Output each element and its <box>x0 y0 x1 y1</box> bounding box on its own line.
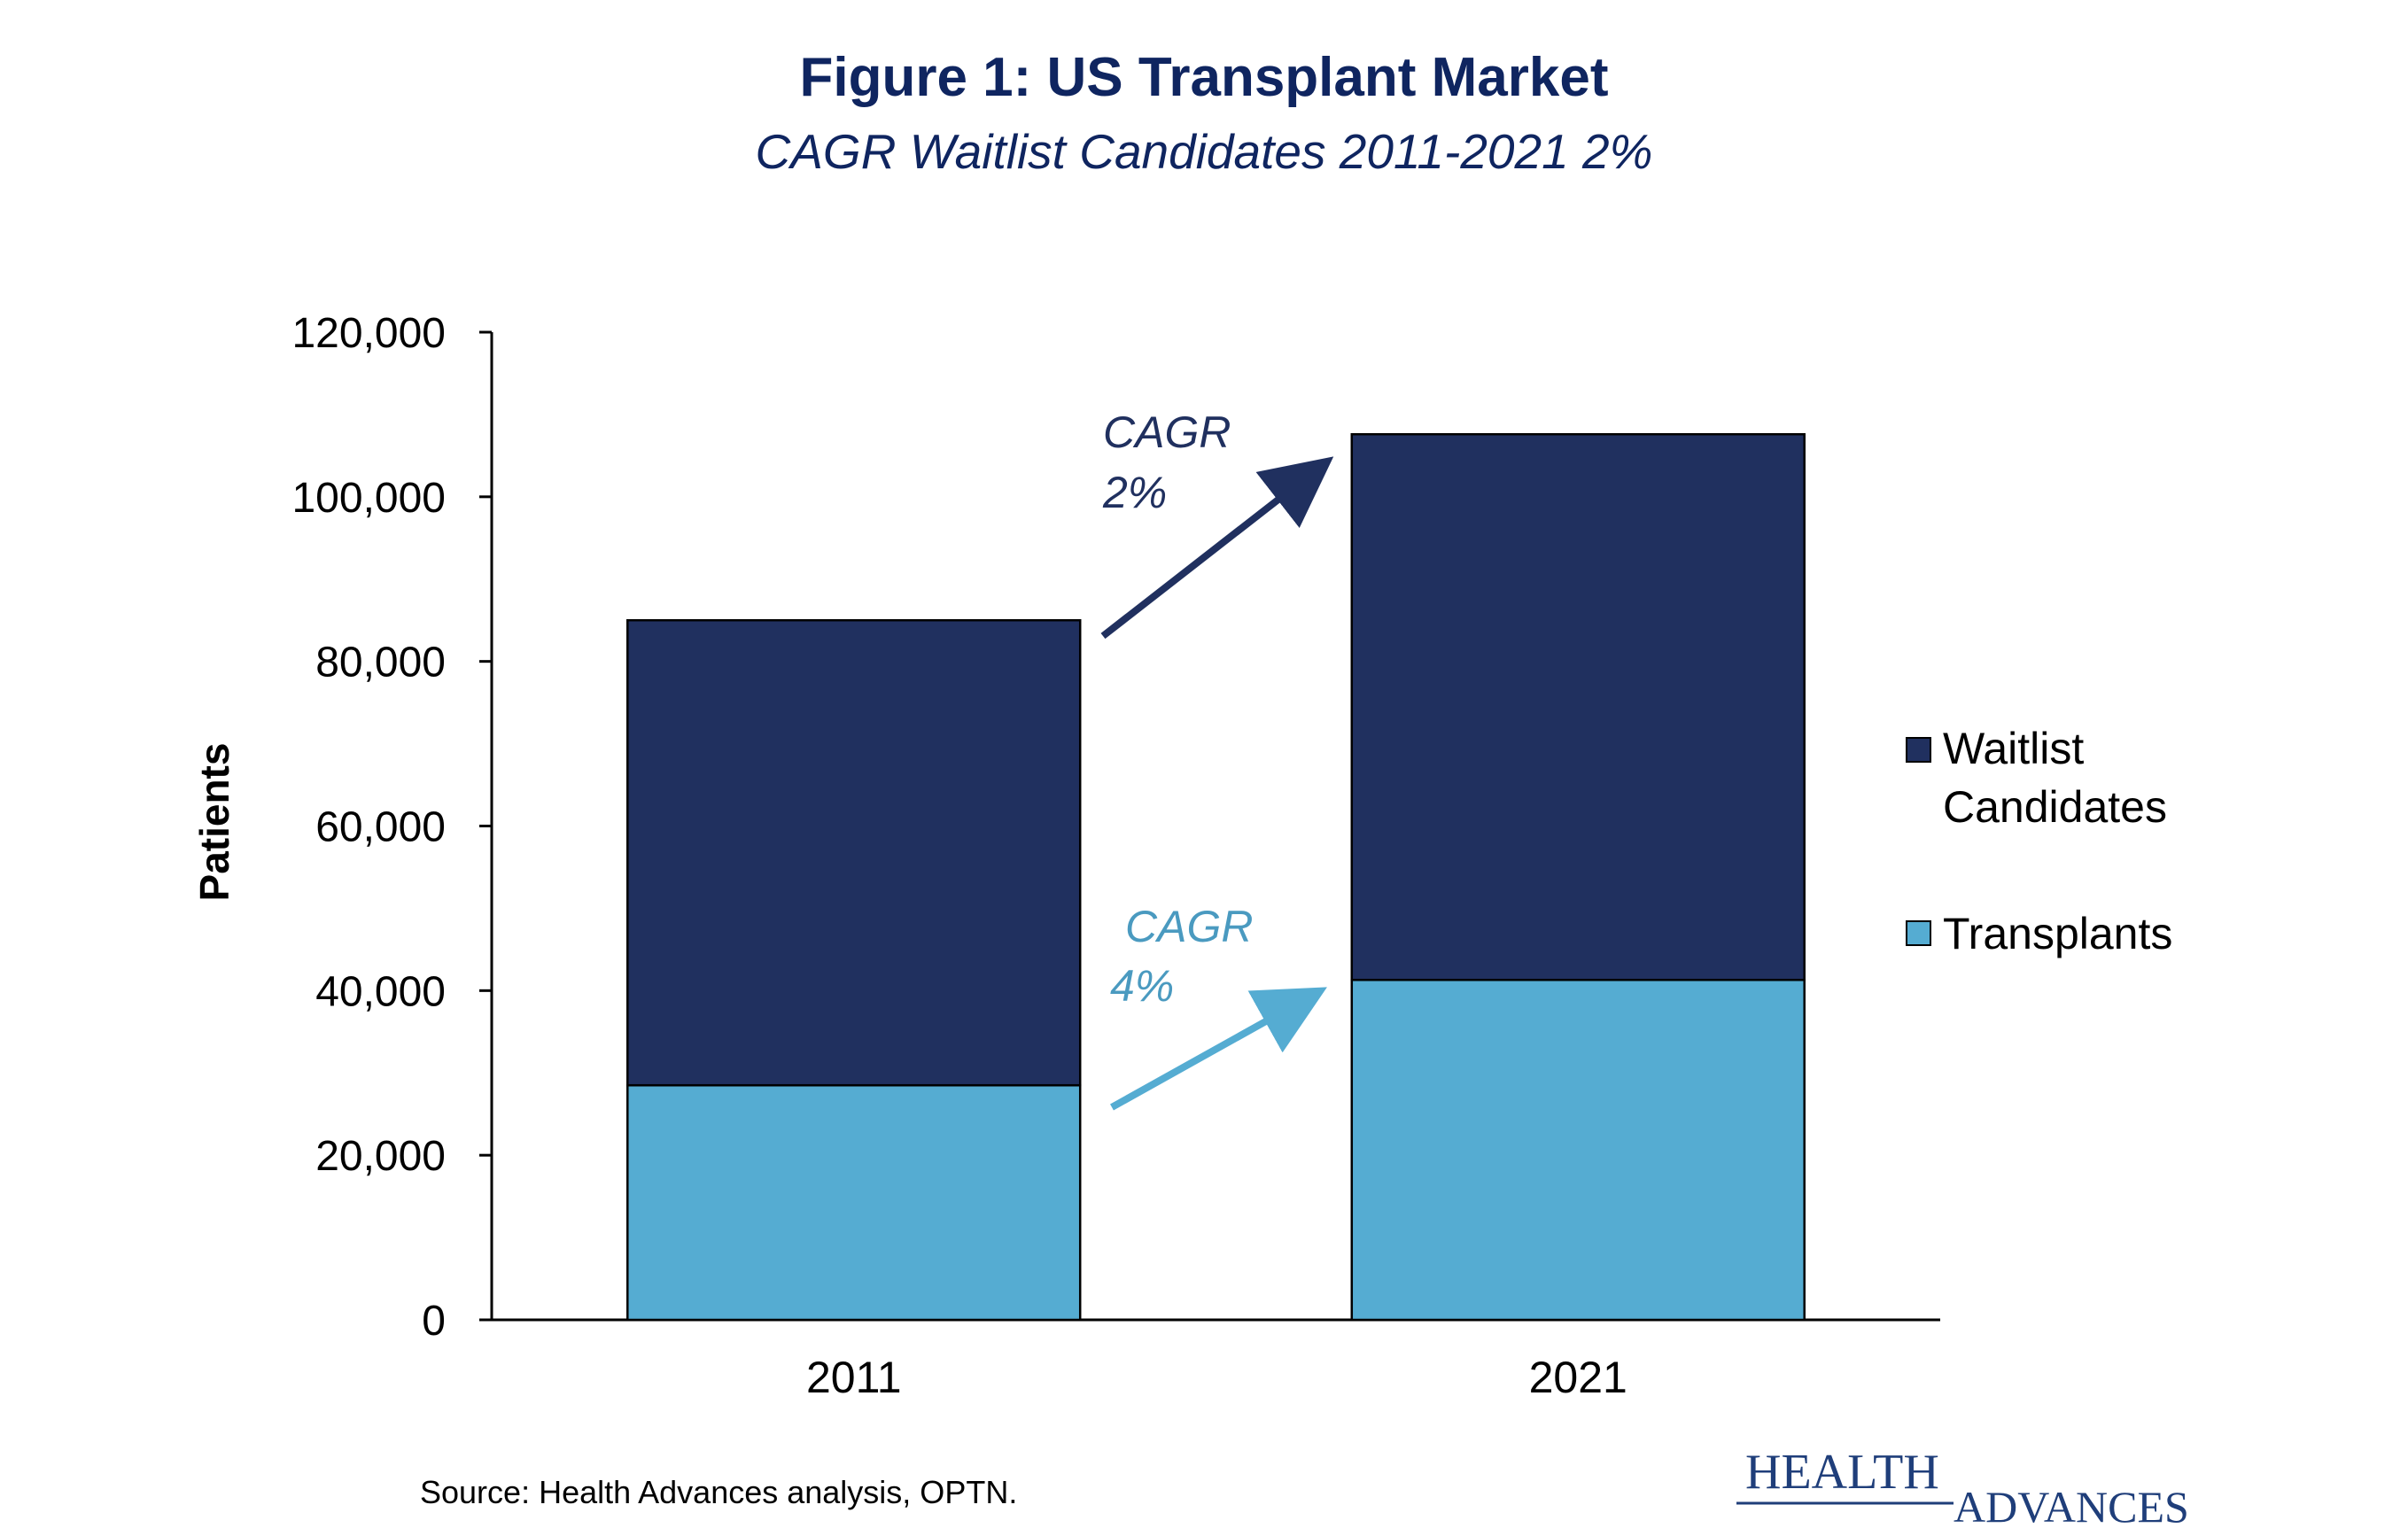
cagr-annotation-transplants: CAGR 4% <box>1110 902 1327 1111</box>
logo-text-health: HEALTH <box>1745 1445 1939 1500</box>
legend-label-transplants: Transplants <box>1943 909 2172 958</box>
legend-item-transplants: Transplants <box>1906 909 2172 958</box>
y-axis-label: Patients <box>191 743 237 902</box>
health-advances-logo: HEALTH ADVANCES <box>1736 1445 2189 1528</box>
bar-transplants-2021 <box>1350 979 1806 1322</box>
cagr-transplants-arrow <box>1110 987 1327 1111</box>
legend-label-waitlist-line2: Candidates <box>1943 782 2167 832</box>
cagr-transplants-label-line2: 4% <box>1110 961 1174 1011</box>
cagr-waitlist-arrow <box>1100 456 1334 640</box>
y-tick-label: 60,000 <box>315 804 446 851</box>
y-tick-label: 80,000 <box>315 640 446 686</box>
legend: Waitlist Candidates Transplants <box>1906 724 2172 958</box>
bar-waitlist-candidates-2021 <box>1350 432 1806 981</box>
y-axis-ticks: 0 20,000 40,000 60,000 80,000 100,000 120,000 <box>291 310 492 1345</box>
legend-swatch-transplants <box>1906 920 1931 946</box>
bar-transplants-2011 <box>626 1083 1082 1322</box>
bar-group <box>626 432 1806 1322</box>
cagr-transplants-label-line1: CAGR <box>1125 902 1253 951</box>
chart-title: Figure 1: US Transplant Market <box>800 47 1609 108</box>
chart-subtitle: CAGR Waitlist Candidates 2011-2021 2% <box>756 124 1653 179</box>
bar-waitlist-candidates-2011 <box>626 618 1082 1087</box>
x-axis-tick-labels: 2011 2021 <box>806 1353 1627 1402</box>
y-tick-label: 40,000 <box>315 968 446 1015</box>
y-tick-label: 100,000 <box>291 475 446 522</box>
y-tick-label: 120,000 <box>291 310 446 357</box>
legend-item-waitlist: Waitlist Candidates <box>1906 724 2167 832</box>
y-tick-label: 20,000 <box>315 1133 446 1180</box>
logo-text-advances: ADVANCES <box>1954 1482 2189 1524</box>
source-note: Source: Health Advances analysis, OPTN. <box>420 1474 1017 1510</box>
x-tick-label: 2011 <box>806 1353 902 1402</box>
legend-label-waitlist-line1: Waitlist <box>1943 724 2084 773</box>
legend-swatch-waitlist <box>1906 737 1931 763</box>
cagr-annotation-waitlist: CAGR 2% <box>1100 407 1334 640</box>
cagr-waitlist-label-line1: CAGR <box>1103 407 1231 457</box>
x-tick-label: 2021 <box>1529 1353 1627 1402</box>
y-tick-label: 0 <box>422 1298 446 1345</box>
cagr-waitlist-label-line2: 2% <box>1102 468 1167 517</box>
